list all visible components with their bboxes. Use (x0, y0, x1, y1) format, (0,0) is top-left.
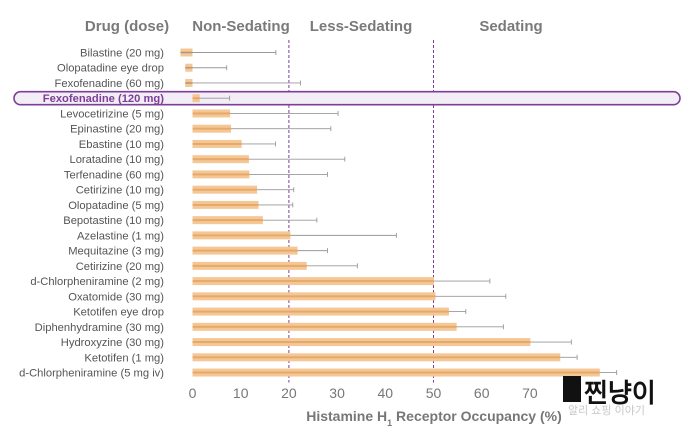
error-bar-layer (180, 50, 618, 376)
bar-stripe (192, 371, 600, 374)
x-tick-label: 60 (474, 385, 490, 401)
zone-header-sedating: Sedating (479, 18, 542, 35)
x-tick-label: 0 (189, 385, 197, 401)
bar-stripe (192, 310, 449, 313)
zone-header-non-sedating: Non-Sedating (192, 18, 290, 35)
bar-stripe (192, 203, 259, 206)
x-tick-label: 50 (426, 385, 442, 401)
bar-stripe (192, 142, 242, 145)
bar-stripe (192, 127, 232, 130)
chart-headers: Drug (dose) Non-Sedating Less-Sedating S… (85, 18, 543, 35)
category-label-layer: Bilastine (20 mg) Olopatadine eye drop Fex… (19, 48, 164, 380)
x-tick-label: 40 (378, 385, 394, 401)
category-label: Olopatadine eye drop (57, 63, 164, 75)
x-tick-label: 10 (233, 385, 249, 401)
category-label: Bepotastine (10 mg) (63, 215, 164, 227)
category-label: d-Chlorpheniramine (2 mg) (30, 276, 164, 288)
bar-stripe (192, 325, 457, 328)
watermark-text: 찐냥이 (584, 378, 656, 408)
category-label: Fexofenadine (120 mg) (43, 93, 165, 105)
category-label: Oxatomide (30 mg) (68, 291, 164, 303)
category-label: Hydroxyzine (30 mg) (61, 337, 164, 349)
bar-stripe (192, 295, 436, 298)
highlight-outline (13, 90, 681, 106)
watermark-mark (563, 376, 581, 402)
x-axis-title-group: Histamine H1 Receptor Occupancy (%) (306, 408, 562, 428)
category-label: Azelastine (1 mg) (77, 230, 164, 242)
category-label: Cetirizine (10 mg) (76, 185, 165, 197)
watermark-logo: 알리 쇼핑 이야기 찐냥이 (563, 376, 656, 417)
bar-stripe (192, 97, 200, 100)
watermark-subtext: 알리 쇼핑 이야기 (568, 403, 645, 417)
x-tick-label: 70 (522, 385, 538, 401)
category-label: Ketotifen eye drop (73, 307, 164, 319)
category-label: Epinastine (20 mg) (70, 124, 164, 136)
category-label: Ketotifen (1 mg) (84, 352, 164, 364)
bar-stripe (192, 173, 250, 176)
bar-stripe (192, 219, 263, 222)
bar-stripe (192, 356, 561, 359)
zone-header-less-sedating: Less-Sedating (310, 18, 413, 35)
highlight-layer (13, 90, 681, 106)
category-label: d-Chlorpheniramine (5 mg iv) (19, 368, 164, 380)
x-tick-label: 30 (329, 385, 345, 401)
bar-stripe (192, 158, 249, 161)
category-label: Ebastine (10 mg) (79, 139, 164, 151)
category-label: Diphenhydramine (30 mg) (35, 322, 165, 334)
x-axis-title: Histamine H1 Receptor Occupancy (%) (306, 408, 562, 428)
x-tick-label: 20 (281, 385, 297, 401)
category-label: Bilastine (20 mg) (80, 48, 164, 60)
bar-stripe (192, 280, 434, 283)
category-label: Loratadine (10 mg) (69, 154, 164, 166)
bar-stripe (192, 264, 307, 267)
category-label: Levocetirizine (5 mg) (60, 108, 164, 120)
bar-stripe (192, 249, 298, 252)
category-label: Olopatadine (5 mg) (68, 200, 164, 212)
category-label: Terfenadine (60 mg) (64, 169, 164, 181)
bar-stripe (192, 112, 231, 115)
category-label: Cetirizine (20 mg) (76, 261, 165, 273)
bar-stripe (192, 341, 531, 344)
bar-stripe (192, 188, 258, 191)
drug-column-header: Drug (dose) (85, 18, 169, 35)
category-label: Fexofenadine (60 mg) (55, 78, 165, 90)
bar-stripe (192, 234, 291, 237)
x-axis: 0 10 20 30 40 50 60 70 (189, 385, 538, 401)
category-label: Mequitazine (3 mg) (68, 246, 164, 258)
